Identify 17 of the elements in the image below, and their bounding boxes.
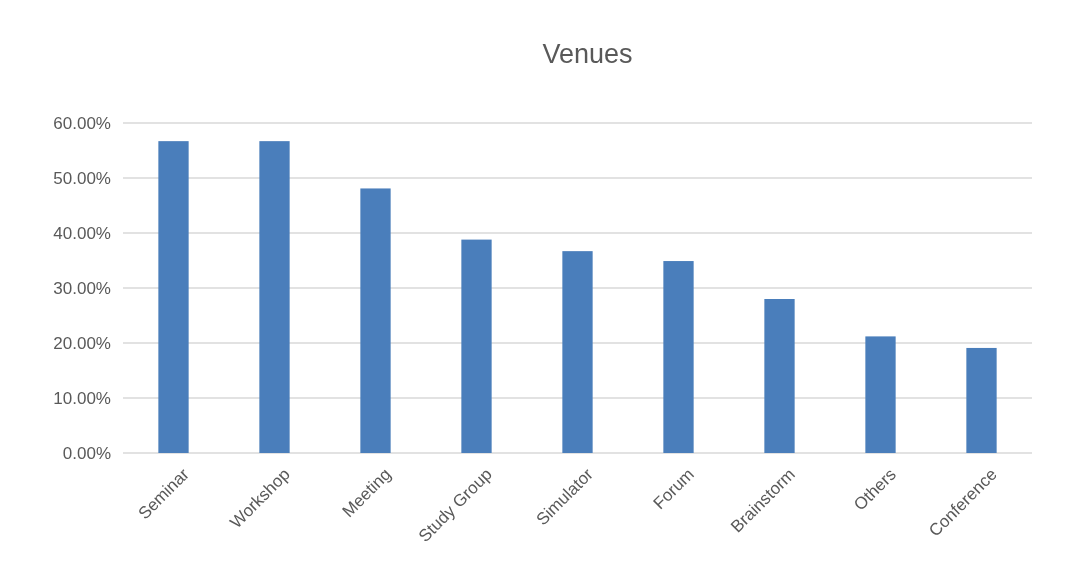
y-tick-label: 30.00% <box>53 278 111 298</box>
bar <box>966 347 997 453</box>
bar <box>158 141 189 453</box>
y-tick-label: 0.00% <box>62 443 111 463</box>
bar <box>461 239 492 453</box>
y-tick-label: 60.00% <box>53 113 111 133</box>
chart-title: Venues <box>542 39 633 69</box>
bar <box>259 141 290 453</box>
y-tick-label: 40.00% <box>53 223 111 243</box>
bar <box>764 299 795 453</box>
y-tick-label: 50.00% <box>53 168 111 188</box>
bar <box>562 251 593 453</box>
bar <box>360 188 391 453</box>
y-tick-label: 20.00% <box>53 333 111 353</box>
bar <box>663 261 694 453</box>
y-tick-label: 10.00% <box>53 388 111 408</box>
bar <box>865 336 896 453</box>
